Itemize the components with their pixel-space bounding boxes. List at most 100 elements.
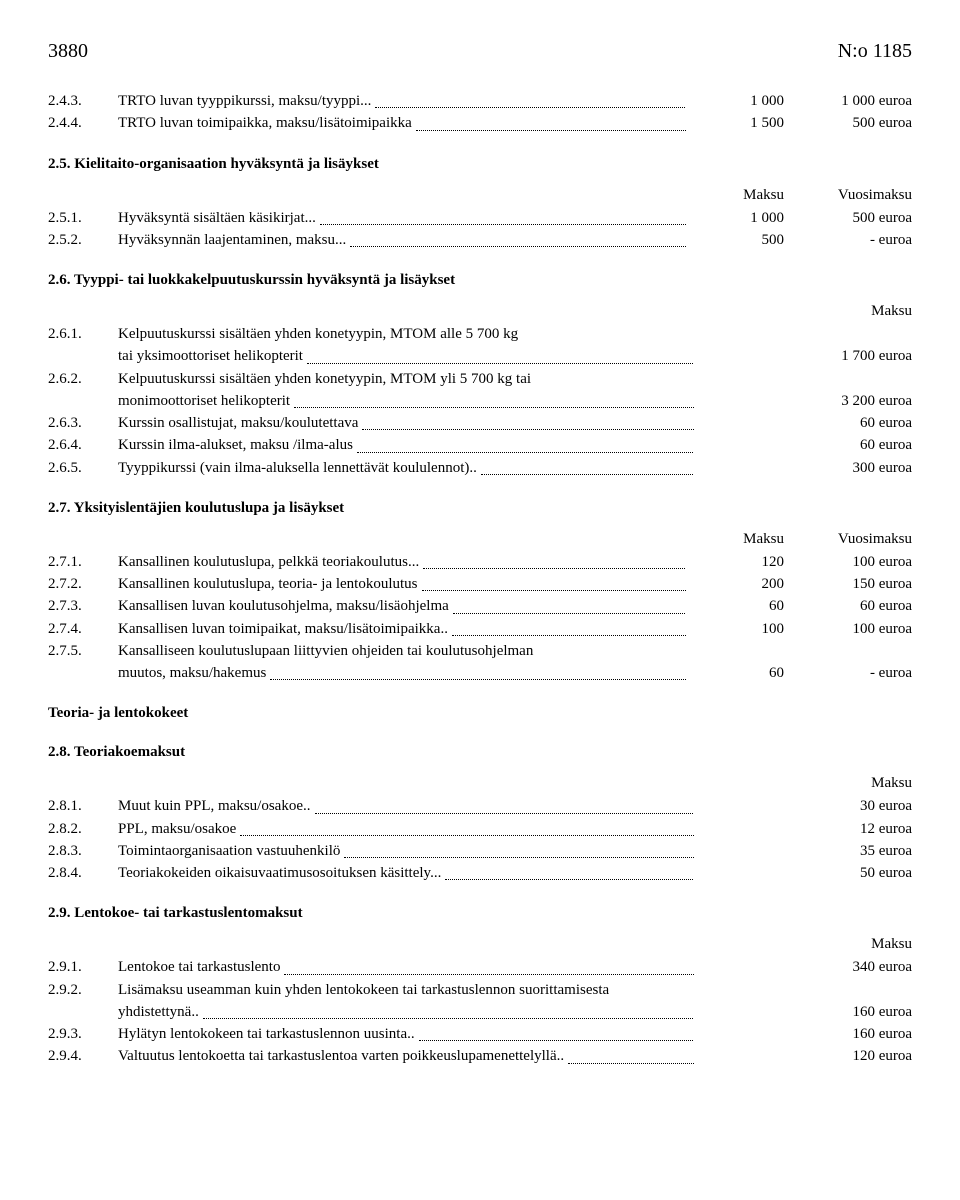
row-value: 1 000 euroa [784, 91, 912, 111]
row-value: 150 euroa [784, 574, 912, 594]
col-vuosimaksu: Vuosimaksu [784, 531, 912, 548]
row-value: 1 500 [686, 113, 784, 133]
row-value: 30 euroa [694, 796, 912, 816]
table-row: 2.8.3.Toimintaorganisaation vastuuhenkil… [48, 841, 912, 861]
row-value: 1 000 [686, 208, 784, 228]
row-value: - euroa [784, 230, 912, 250]
row-desc: TRTO luvan tyyppikurssi, maksu/tyyppi... [118, 91, 686, 111]
table-row: 2.9.4.Valtuutus lentokoetta tai tarkastu… [48, 1046, 912, 1066]
row-number: 2.7.5. [48, 641, 118, 661]
row-desc: Teoriakokeiden oikaisuvaatimusosoituksen… [118, 863, 694, 883]
row-value: 60 euroa [694, 413, 912, 433]
row-value: 200 [686, 574, 784, 594]
row-value: 3 200 euroa [694, 391, 912, 411]
row-desc: muutos, maksu/hakemus [118, 663, 686, 683]
row-number: 2.8.4. [48, 863, 118, 883]
table-row: muutos, maksu/hakemus60- euroa [48, 663, 912, 683]
col-headers-25: Maksu Vuosimaksu [48, 187, 912, 204]
col-headers-26: Maksu [48, 303, 912, 320]
table-row: 2.7.5.Kansalliseen koulutuslupaan liitty… [48, 641, 912, 661]
row-value: 60 euroa [784, 596, 912, 616]
row-desc: monimoottoriset helikopterit [118, 391, 694, 411]
row-number: 2.9.4. [48, 1046, 118, 1066]
section-27-title: 2.7. Yksityislentäjien koulutuslupa ja l… [48, 500, 912, 517]
row-desc: Kelpuutuskurssi sisältäen yhden konetyyp… [118, 369, 694, 389]
row-number: 2.9.1. [48, 957, 118, 977]
col-maksu: Maksu [686, 531, 784, 548]
row-desc: Tyyppikurssi (vain ilma-aluksella lennet… [118, 458, 694, 478]
table-row: 2.4.3.TRTO luvan tyyppikurssi, maksu/tyy… [48, 91, 912, 111]
table-row: 2.6.4.Kurssin ilma-alukset, maksu /ilma-… [48, 435, 912, 455]
table-row: 2.5.2.Hyväksynnän laajentaminen, maksu..… [48, 230, 912, 250]
col-maksu: Maksu [686, 187, 784, 204]
table-row: 2.9.3.Hylätyn lentokokeen tai tarkastusl… [48, 1024, 912, 1044]
row-desc: Kansallisen luvan toimipaikat, maksu/lis… [118, 619, 686, 639]
row-value: 35 euroa [694, 841, 912, 861]
row-desc: PPL, maksu/osakoe [118, 819, 694, 839]
page-right: N:o 1185 [838, 40, 912, 63]
row-number: 2.6.5. [48, 458, 118, 478]
row-desc: Lisämaksu useamman kuin yhden lentokokee… [118, 980, 694, 1000]
row-number: 2.8.2. [48, 819, 118, 839]
row-value: 500 euroa [784, 208, 912, 228]
teoria-title: Teoria- ja lentokokeet [48, 705, 912, 722]
row-number: 2.4.3. [48, 91, 118, 111]
page-header: 3880 N:o 1185 [48, 40, 912, 63]
table-row: 2.7.1.Kansallinen koulutuslupa, pelkkä t… [48, 552, 912, 572]
row-value: 12 euroa [694, 819, 912, 839]
row-desc: Valtuutus lentokoetta tai tarkastuslento… [118, 1046, 694, 1066]
row-desc: Kansalliseen koulutuslupaan liittyvien o… [118, 641, 686, 661]
table-row: 2.8.2.PPL, maksu/osakoe12 euroa [48, 819, 912, 839]
table-row: 2.8.1.Muut kuin PPL, maksu/osakoe..30 eu… [48, 796, 912, 816]
table-row: monimoottoriset helikopterit3 200 euroa [48, 391, 912, 411]
row-value: 340 euroa [694, 957, 912, 977]
row-number: 2.9.3. [48, 1024, 118, 1044]
row-value: 120 [686, 552, 784, 572]
section-29-title: 2.9. Lentokoe- tai tarkastuslentomaksut [48, 905, 912, 922]
table-row: 2.9.2.Lisämaksu useamman kuin yhden lent… [48, 980, 912, 1000]
col-headers-28: Maksu [48, 775, 912, 792]
row-desc: Muut kuin PPL, maksu/osakoe.. [118, 796, 694, 816]
table-row: 2.4.4.TRTO luvan toimipaikka, maksu/lisä… [48, 113, 912, 133]
row-desc: Toimintaorganisaation vastuuhenkilö [118, 841, 694, 861]
row-desc: Hyväksynnän laajentaminen, maksu... [118, 230, 686, 250]
row-number: 2.7.2. [48, 574, 118, 594]
table-row: 2.6.5.Tyyppikurssi (vain ilma-aluksella … [48, 458, 912, 478]
row-value: 160 euroa [694, 1024, 912, 1044]
row-number: 2.5.1. [48, 208, 118, 228]
row-value: 1 700 euroa [694, 346, 912, 366]
row-desc: tai yksimoottoriset helikopterit [118, 346, 694, 366]
table-row: 2.6.1.Kelpuutuskurssi sisältäen yhden ko… [48, 324, 912, 344]
row-desc: Hylätyn lentokokeen tai tarkastuslennon … [118, 1024, 694, 1044]
row-value: 160 euroa [694, 1002, 912, 1022]
table-row: yhdistettynä..160 euroa [48, 1002, 912, 1022]
row-value: 500 euroa [784, 113, 912, 133]
row-desc: yhdistettynä.. [118, 1002, 694, 1022]
section-26-title: 2.6. Tyyppi- tai luokkakelpuutuskurssin … [48, 272, 912, 289]
row-value: 60 [686, 596, 784, 616]
row-number: 2.7.4. [48, 619, 118, 639]
row-value: 1 000 [686, 91, 784, 111]
section-25-title: 2.5. Kielitaito-organisaation hyväksyntä… [48, 156, 912, 173]
row-desc: Kurssin osallistujat, maksu/koulutettava [118, 413, 694, 433]
row-value: 120 euroa [694, 1046, 912, 1066]
col-maksu: Maksu [694, 936, 912, 953]
row-desc: Kelpuutuskurssi sisältäen yhden konetyyp… [118, 324, 694, 344]
row-value: 100 euroa [784, 619, 912, 639]
table-row: 2.8.4.Teoriakokeiden oikaisuvaatimusosoi… [48, 863, 912, 883]
row-number: 2.9.2. [48, 980, 118, 1000]
row-number: 2.4.4. [48, 113, 118, 133]
row-value: 50 euroa [694, 863, 912, 883]
table-row: 2.6.3.Kurssin osallistujat, maksu/koulut… [48, 413, 912, 433]
section-28-title: 2.8. Teoriakoemaksut [48, 744, 912, 761]
col-maksu: Maksu [694, 303, 912, 320]
col-headers-27: Maksu Vuosimaksu [48, 531, 912, 548]
row-number: 2.7.1. [48, 552, 118, 572]
row-desc: TRTO luvan toimipaikka, maksu/lisätoimip… [118, 113, 686, 133]
table-row: 2.9.1.Lentokoe tai tarkastuslento340 eur… [48, 957, 912, 977]
row-desc: Lentokoe tai tarkastuslento [118, 957, 694, 977]
row-desc: Kurssin ilma-alukset, maksu /ilma-alus [118, 435, 694, 455]
row-desc: Hyväksyntä sisältäen käsikirjat... [118, 208, 686, 228]
row-value: - euroa [784, 663, 912, 683]
row-value: 60 [686, 663, 784, 683]
